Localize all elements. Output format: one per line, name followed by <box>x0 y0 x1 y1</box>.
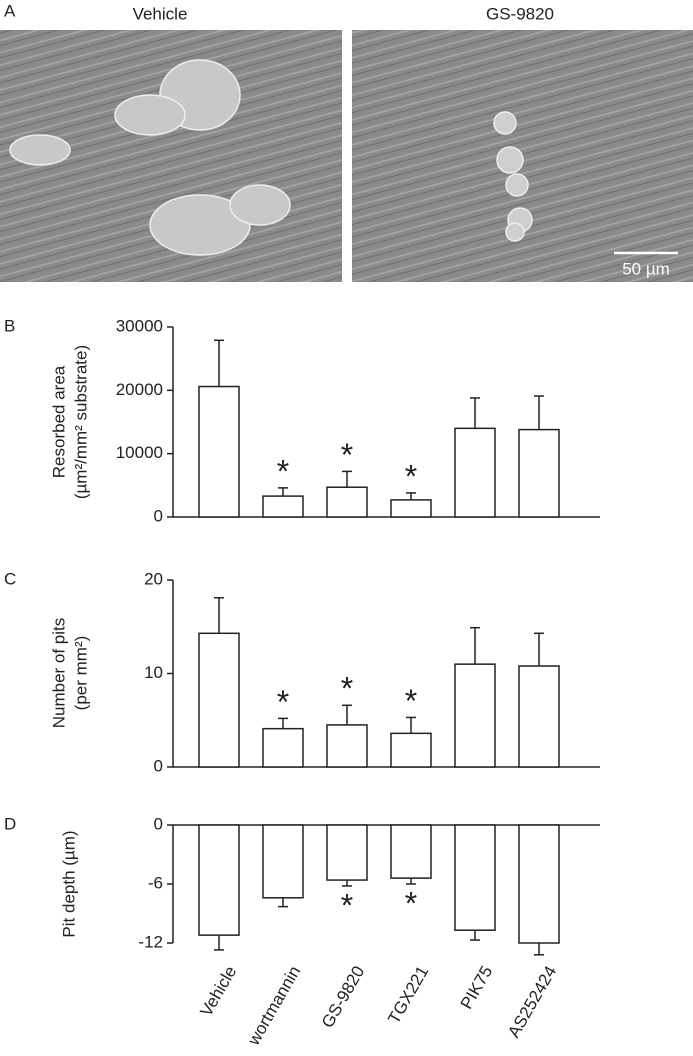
x-tick-label: GS-9820 <box>318 963 368 1031</box>
bar <box>390 824 432 879</box>
panel-label: C <box>4 569 16 588</box>
y-tick-label: 0 <box>154 814 163 833</box>
significance-marker: * <box>277 453 289 489</box>
image-title: Vehicle <box>133 4 188 23</box>
significance-marker: * <box>341 671 353 707</box>
significance-marker: * <box>341 887 353 923</box>
y-tick-label: 10000 <box>116 443 163 462</box>
x-tick-label: PIK75 <box>457 963 497 1013</box>
bar <box>326 724 368 768</box>
y-tick-label: 0 <box>154 756 163 775</box>
bar <box>390 499 432 518</box>
bar <box>390 732 432 768</box>
panel-label: A <box>4 1 16 20</box>
y-axis-label: Pit depth (µm) <box>59 830 78 937</box>
y-tick-label: 10 <box>144 663 163 682</box>
y-axis-label: Resorbed area <box>49 365 68 478</box>
bar <box>454 663 496 768</box>
x-tick-label: AS252424 <box>504 963 560 1041</box>
bar <box>326 824 368 881</box>
y-axis-label: (per mm²) <box>71 636 90 711</box>
y-axis-label: Number of pits <box>49 618 68 729</box>
y-tick-label: 30000 <box>116 316 163 335</box>
bar <box>262 824 304 899</box>
bar <box>198 824 240 936</box>
image-title: GS-9820 <box>486 4 554 23</box>
x-tick-label: Vehicle <box>196 963 240 1020</box>
scale-label: 50 µm <box>622 259 670 278</box>
significance-marker: * <box>405 683 417 719</box>
significance-marker: * <box>341 437 353 473</box>
significance-marker: * <box>405 885 417 921</box>
x-tick-label: wortmannin <box>243 963 304 1049</box>
y-tick-label: -12 <box>138 932 163 951</box>
y-tick-label: 0 <box>154 506 163 525</box>
y-tick-label: -6 <box>148 873 163 892</box>
bar <box>262 727 304 768</box>
bar <box>198 385 240 518</box>
bar <box>198 632 240 768</box>
resorption-pits <box>9 59 291 256</box>
panel-label: D <box>4 814 16 833</box>
significance-marker: * <box>277 684 289 720</box>
significance-marker: * <box>405 458 417 494</box>
bar <box>454 824 496 931</box>
bar <box>262 495 304 518</box>
bar <box>518 428 560 518</box>
panel-label: B <box>4 316 15 335</box>
y-tick-label: 20 <box>144 569 163 588</box>
bar <box>518 665 560 768</box>
bar <box>518 824 560 944</box>
y-axis-label: (µm²/mm² substrate) <box>71 345 90 499</box>
y-tick-label: 20000 <box>116 380 163 399</box>
x-tick-label: TGX221 <box>384 963 432 1027</box>
bar <box>326 486 368 518</box>
bar <box>454 427 496 518</box>
resorption-pits <box>493 111 533 242</box>
